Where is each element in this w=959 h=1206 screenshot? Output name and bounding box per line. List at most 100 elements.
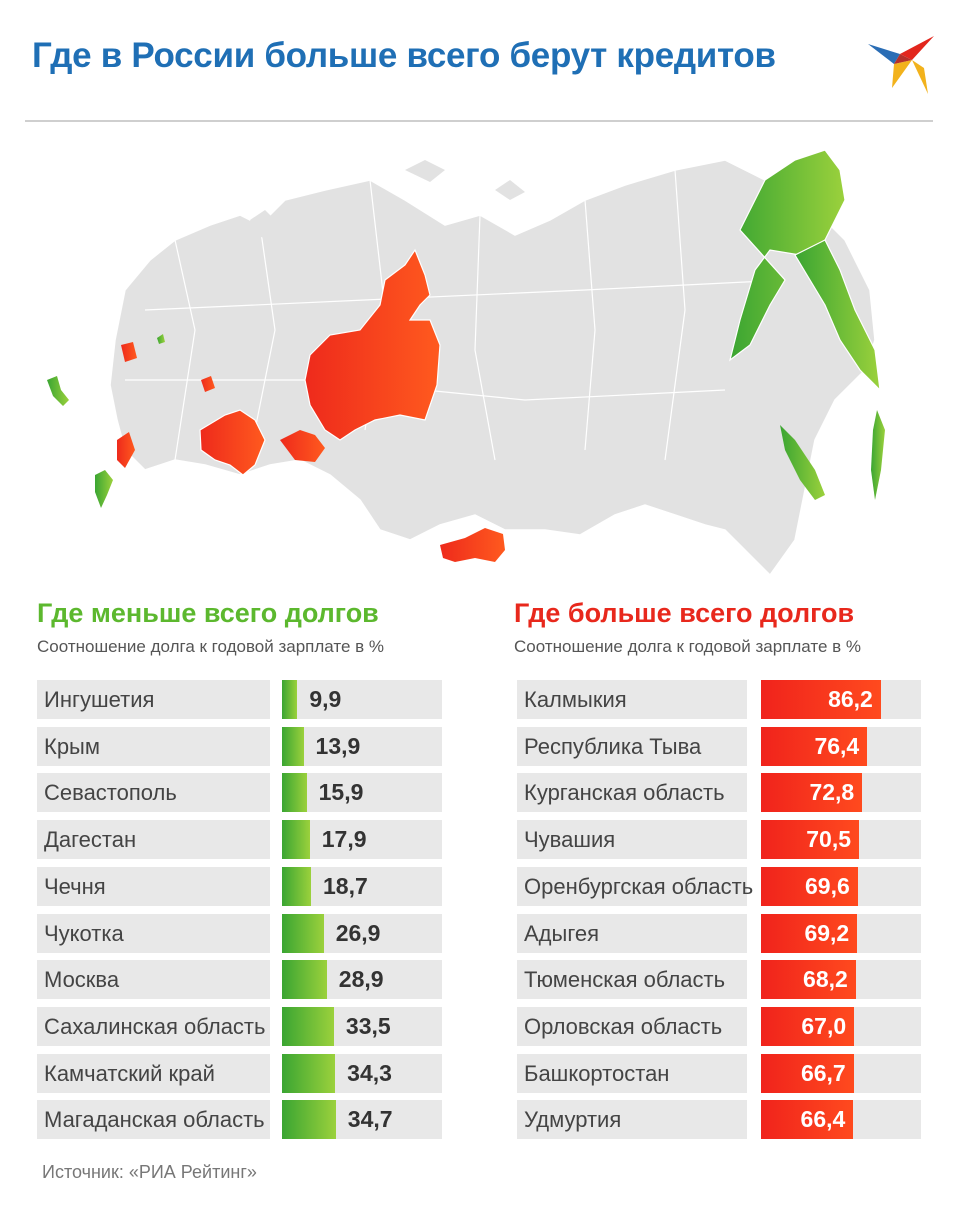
bar-track: 68,2 (761, 960, 921, 1000)
bar (282, 1006, 334, 1046)
title-divider (25, 120, 933, 122)
bar-value-label: 18,7 (322, 872, 368, 899)
bar-track: 66,7 (761, 1053, 921, 1093)
bar-row: Ингушетия 9,9 (37, 680, 442, 719)
bar-row: Крым 13,9 (37, 726, 442, 766)
bar-track: 34,3 (282, 1053, 442, 1093)
bar-row: Магаданская область 34,7 (37, 1100, 442, 1140)
bar (761, 726, 868, 766)
high-debt-title: Где больше всего долгов (514, 598, 855, 628)
bar-value-label: 9,9 (309, 686, 342, 712)
bar (282, 773, 307, 813)
bar-row: Адыгея 69,2 (517, 913, 921, 953)
low-debt-subtitle: Соотношение долга к годовой зарплате в % (37, 637, 385, 656)
bar-row: Дагестан 17,9 (37, 820, 442, 860)
bar (282, 1053, 336, 1093)
bar-category-label: Оренбургская область (517, 866, 753, 906)
bar-value-label: 66,7 (800, 1059, 846, 1086)
bar-value-label: 76,4 (814, 732, 860, 759)
bar-category-label: Москва (37, 960, 270, 1000)
bar-row: Сахалинская область 33,5 (37, 1006, 442, 1046)
bar-value-label: 15,9 (318, 779, 364, 806)
bar-value-label: 66,4 (800, 1106, 846, 1133)
bar (282, 680, 298, 719)
source-note: Источник: «РИА Рейтинг» (42, 1162, 257, 1182)
bar-track: 86,2 (761, 680, 921, 719)
bar (282, 726, 304, 766)
bar-category-label: Севастополь (37, 773, 270, 813)
bar-track: 72,8 (761, 773, 921, 813)
bar-category-label: Курганская область (517, 773, 747, 813)
bar-row: Камчатский край 34,3 (37, 1053, 442, 1093)
bar-row: Удмуртия 66,4 (517, 1100, 921, 1140)
bar-value-label: 34,7 (347, 1106, 393, 1133)
bar-track: 67,0 (761, 1006, 921, 1046)
bar-category-label: Чечня (37, 866, 270, 906)
bar-category-label: Дагестан (37, 820, 270, 860)
bar-track: 70,5 (761, 820, 921, 860)
bar-category-label: Республика Тыва (517, 726, 747, 766)
bar-category-label: Крым (37, 726, 270, 766)
bar-value-label: 69,6 (804, 872, 850, 899)
bar-track: 18,7 (282, 866, 442, 906)
high-debt-subtitle: Соотношение долга к годовой зарплате в % (514, 637, 862, 656)
bar-track: 69,2 (761, 913, 921, 953)
bar-track: 17,9 (282, 820, 442, 860)
bar-track: 15,9 (282, 773, 442, 813)
bar-value-label: 86,2 (828, 686, 873, 712)
bar-category-label: Башкортостан (517, 1053, 747, 1093)
bar-track: 33,5 (282, 1006, 442, 1046)
bar-row: Башкортостан 66,7 (517, 1053, 921, 1093)
bar (761, 820, 859, 860)
bar-row: Орловская область 67,0 (517, 1006, 921, 1046)
bar-track: 13,9 (282, 726, 442, 766)
bar-value-label: 34,3 (347, 1059, 392, 1086)
bar (282, 960, 327, 1000)
bar (761, 680, 881, 719)
bar-value-label: 28,9 (338, 966, 384, 993)
bar-row: Чукотка 26,9 (37, 913, 442, 953)
bar-category-label: Удмуртия (517, 1100, 747, 1140)
bar-category-label: Чукотка (37, 913, 270, 953)
bar-track: 34,7 (282, 1100, 442, 1140)
bar-category-label: Магаданская область (37, 1100, 270, 1140)
bar-track: 9,9 (282, 680, 442, 719)
bar (761, 866, 858, 906)
bar-category-label: Сахалинская область (37, 1006, 270, 1046)
bar (282, 913, 324, 953)
bar-track: 76,4 (761, 726, 921, 766)
bar (761, 1053, 854, 1093)
bar-value-label: 72,8 (809, 779, 855, 806)
bar (761, 773, 863, 813)
bar (761, 960, 856, 1000)
bar-row: Севастополь 15,9 (37, 773, 442, 813)
bar-value-label: 68,2 (803, 966, 848, 993)
bar-row: Республика Тыва 76,4 (517, 726, 921, 766)
bar-row: Оренбургская область 69,6 (517, 866, 921, 906)
bar-value-label: 26,9 (335, 919, 381, 946)
bar-value-label: 70,5 (806, 826, 851, 853)
bar-row: Чечня 18,7 (37, 866, 442, 906)
bar (761, 913, 858, 953)
russia-regions-map (47, 149, 885, 577)
bar-row: Тюменская область 68,2 (517, 960, 921, 1000)
bar-track: 69,6 (761, 866, 921, 906)
bar (282, 866, 311, 906)
bar-row: Калмыкия 86,2 (517, 680, 921, 719)
bar-category-label: Чувашия (517, 820, 747, 860)
bar-category-label: Тюменская область (517, 960, 747, 1000)
bar (761, 1100, 854, 1140)
bar-row: Чувашия 70,5 (517, 820, 921, 860)
bird-logo-icon (868, 36, 934, 94)
bar (761, 1006, 855, 1046)
bar-track: 28,9 (282, 960, 442, 1000)
bar-track: 26,9 (282, 913, 442, 953)
low-debt-title: Где меньше всего долгов (37, 598, 379, 628)
bar (282, 1100, 336, 1140)
bar-category-label: Орловская область (517, 1006, 747, 1046)
page-title: Где в России больше всего берут кредитов (32, 36, 776, 75)
bar-value-label: 13,9 (315, 732, 361, 759)
bar-category-label: Адыгея (517, 913, 747, 953)
bar-category-label: Калмыкия (517, 680, 747, 719)
bar-row: Москва 28,9 (37, 960, 442, 1000)
